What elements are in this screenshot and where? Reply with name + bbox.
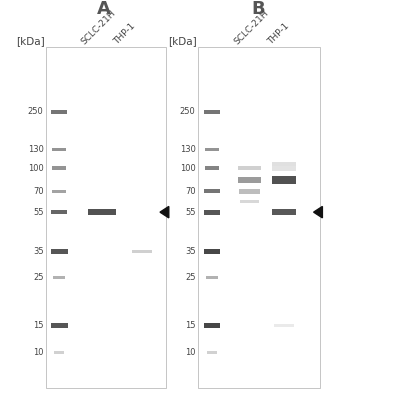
Text: 15: 15	[185, 321, 196, 330]
Text: THP-1: THP-1	[112, 21, 136, 46]
FancyBboxPatch shape	[239, 189, 260, 194]
FancyBboxPatch shape	[88, 209, 116, 215]
FancyBboxPatch shape	[272, 176, 296, 184]
FancyBboxPatch shape	[204, 110, 220, 114]
FancyBboxPatch shape	[204, 249, 220, 254]
Text: 100: 100	[28, 164, 44, 173]
FancyBboxPatch shape	[198, 47, 320, 388]
Text: 35: 35	[185, 247, 196, 256]
FancyBboxPatch shape	[204, 210, 220, 215]
Text: 25: 25	[185, 273, 196, 282]
Text: THP-1: THP-1	[266, 21, 290, 46]
FancyBboxPatch shape	[54, 351, 64, 354]
FancyBboxPatch shape	[52, 166, 66, 170]
Text: SCLC-21H: SCLC-21H	[233, 8, 271, 46]
FancyBboxPatch shape	[274, 324, 294, 327]
FancyBboxPatch shape	[51, 323, 68, 328]
Text: 10: 10	[185, 348, 196, 357]
FancyBboxPatch shape	[205, 148, 219, 151]
Text: 55: 55	[33, 208, 44, 217]
FancyBboxPatch shape	[207, 351, 217, 354]
Text: A: A	[97, 0, 111, 18]
Text: 70: 70	[33, 187, 44, 196]
FancyBboxPatch shape	[52, 148, 66, 151]
FancyBboxPatch shape	[204, 189, 220, 194]
FancyBboxPatch shape	[238, 166, 261, 170]
FancyBboxPatch shape	[240, 200, 259, 203]
Text: 250: 250	[180, 108, 196, 116]
FancyBboxPatch shape	[46, 47, 166, 388]
Text: 10: 10	[33, 348, 44, 357]
FancyBboxPatch shape	[51, 249, 68, 254]
Text: 130: 130	[28, 145, 44, 154]
FancyBboxPatch shape	[205, 166, 219, 170]
Text: 25: 25	[33, 273, 44, 282]
FancyBboxPatch shape	[204, 323, 220, 328]
Text: [kDa]: [kDa]	[168, 36, 197, 46]
Polygon shape	[160, 206, 169, 218]
FancyBboxPatch shape	[52, 190, 66, 193]
FancyBboxPatch shape	[272, 162, 296, 166]
Text: 35: 35	[33, 247, 44, 256]
Text: SCLC-21H: SCLC-21H	[80, 8, 118, 46]
Text: 15: 15	[33, 321, 44, 330]
FancyBboxPatch shape	[53, 276, 65, 279]
FancyBboxPatch shape	[272, 166, 296, 170]
Text: 100: 100	[180, 164, 196, 173]
Text: 55: 55	[185, 208, 196, 217]
FancyBboxPatch shape	[272, 209, 296, 215]
Text: 130: 130	[180, 145, 196, 154]
FancyBboxPatch shape	[51, 210, 67, 214]
Text: B: B	[251, 0, 265, 18]
Polygon shape	[314, 206, 322, 218]
FancyBboxPatch shape	[51, 110, 67, 114]
Text: 250: 250	[28, 108, 44, 116]
FancyBboxPatch shape	[238, 177, 261, 183]
Text: 70: 70	[185, 187, 196, 196]
Text: [kDa]: [kDa]	[16, 36, 45, 46]
FancyBboxPatch shape	[206, 276, 218, 279]
FancyBboxPatch shape	[132, 250, 152, 253]
